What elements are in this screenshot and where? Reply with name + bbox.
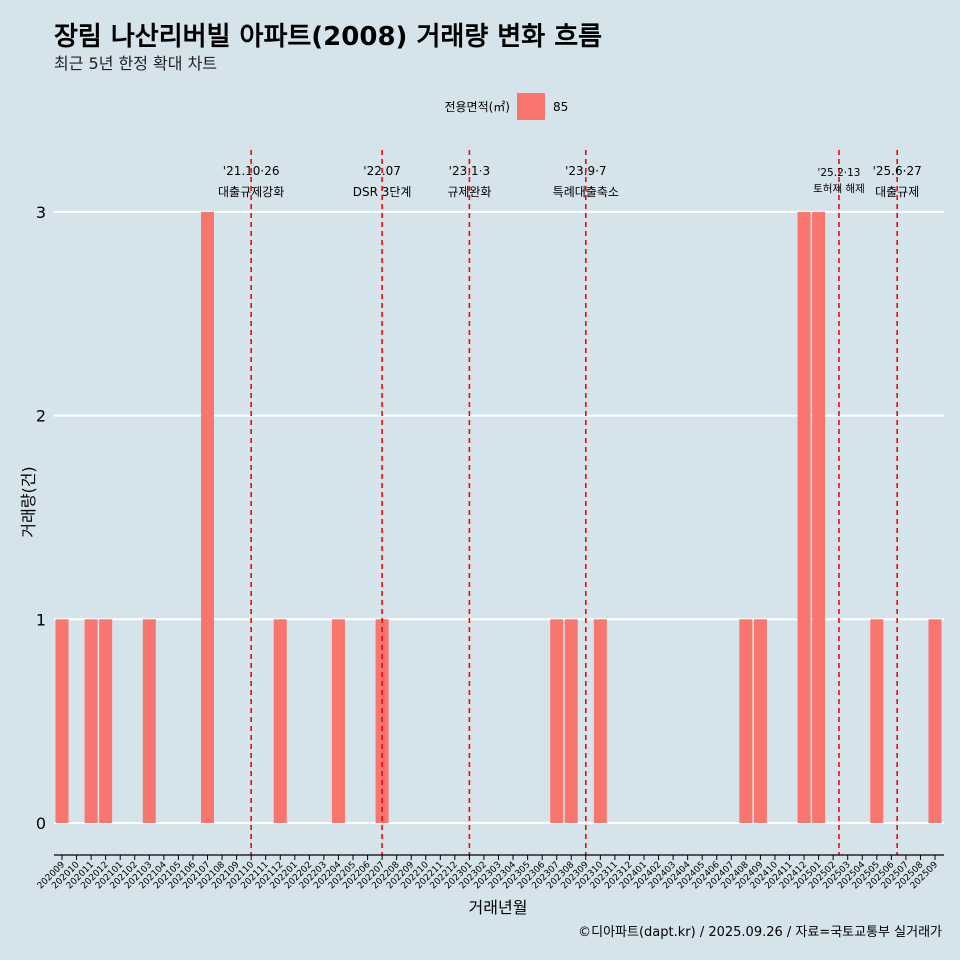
bar-202012 [99, 619, 113, 823]
bars [55, 211, 942, 823]
bar-202204 [331, 619, 345, 823]
event-label-5: 대출규제 [875, 185, 919, 199]
bar-202310 [593, 619, 607, 823]
y-tick-label-2: 2 [36, 407, 46, 426]
bar-202307 [550, 619, 564, 823]
event-label-1: DSR 3단계 [353, 185, 412, 199]
y-axis-ticks: 0 1 2 3 [36, 203, 46, 833]
event-label-4: 토허제 해제 [813, 182, 865, 195]
x-axis: 2020092020102020112020122021012021022021… [36, 854, 944, 891]
bar-202501 [812, 211, 826, 823]
bar-202509 [928, 619, 942, 823]
event-label-2: 규제완화 [447, 185, 491, 199]
legend-title: 전용면적(㎡) [444, 100, 510, 114]
bar-202009 [55, 619, 69, 823]
y-tick-label-3: 3 [36, 203, 46, 222]
bar-202308 [564, 619, 578, 823]
bar-202011 [84, 619, 98, 823]
chart-title: 장림 나산리버빌 아파트(2008) 거래량 변화 흐름 [54, 22, 602, 52]
caption: ©디아파트(dapt.kr) / 2025.09.26 / 자료=국토교통부 실… [578, 925, 942, 940]
bar-202505 [870, 619, 884, 823]
event-date-4: '25.2·13 [817, 167, 860, 179]
bar-202103 [142, 619, 156, 823]
y-axis-title: 거래량(건) [19, 466, 38, 537]
bar-202112 [273, 619, 287, 823]
event-date-0: '21.10·26 [223, 164, 280, 178]
event-date-1: '22.07 [363, 164, 401, 178]
event-annotations: '21.10·26 대출규제강화 '22.07 DSR 3단계 '23.1·3 규제완화 '… [218, 164, 922, 199]
event-label-3: 특례대출축소 [553, 185, 619, 199]
event-lines [250, 150, 898, 855]
bar-202107 [201, 211, 214, 823]
bar-202409 [753, 619, 767, 823]
chart-subtitle: 최근 5년 한정 확대 차트 [54, 54, 217, 73]
x-axis-title: 거래년월 [469, 898, 528, 917]
legend-label: 85 [553, 100, 568, 114]
bar-202408 [739, 619, 753, 823]
event-date-3: '23.9·7 [565, 164, 606, 178]
bar-202412 [797, 211, 811, 823]
event-date-2: '23.1·3 [449, 164, 490, 178]
event-label-0: 대출규제강화 [218, 185, 284, 199]
y-tick-label-0: 0 [36, 814, 46, 833]
legend-swatch [517, 93, 545, 120]
y-tick-label-1: 1 [36, 610, 46, 629]
legend: 전용면적(㎡) 85 [444, 93, 568, 120]
event-date-5: '25.6·27 [873, 164, 922, 178]
